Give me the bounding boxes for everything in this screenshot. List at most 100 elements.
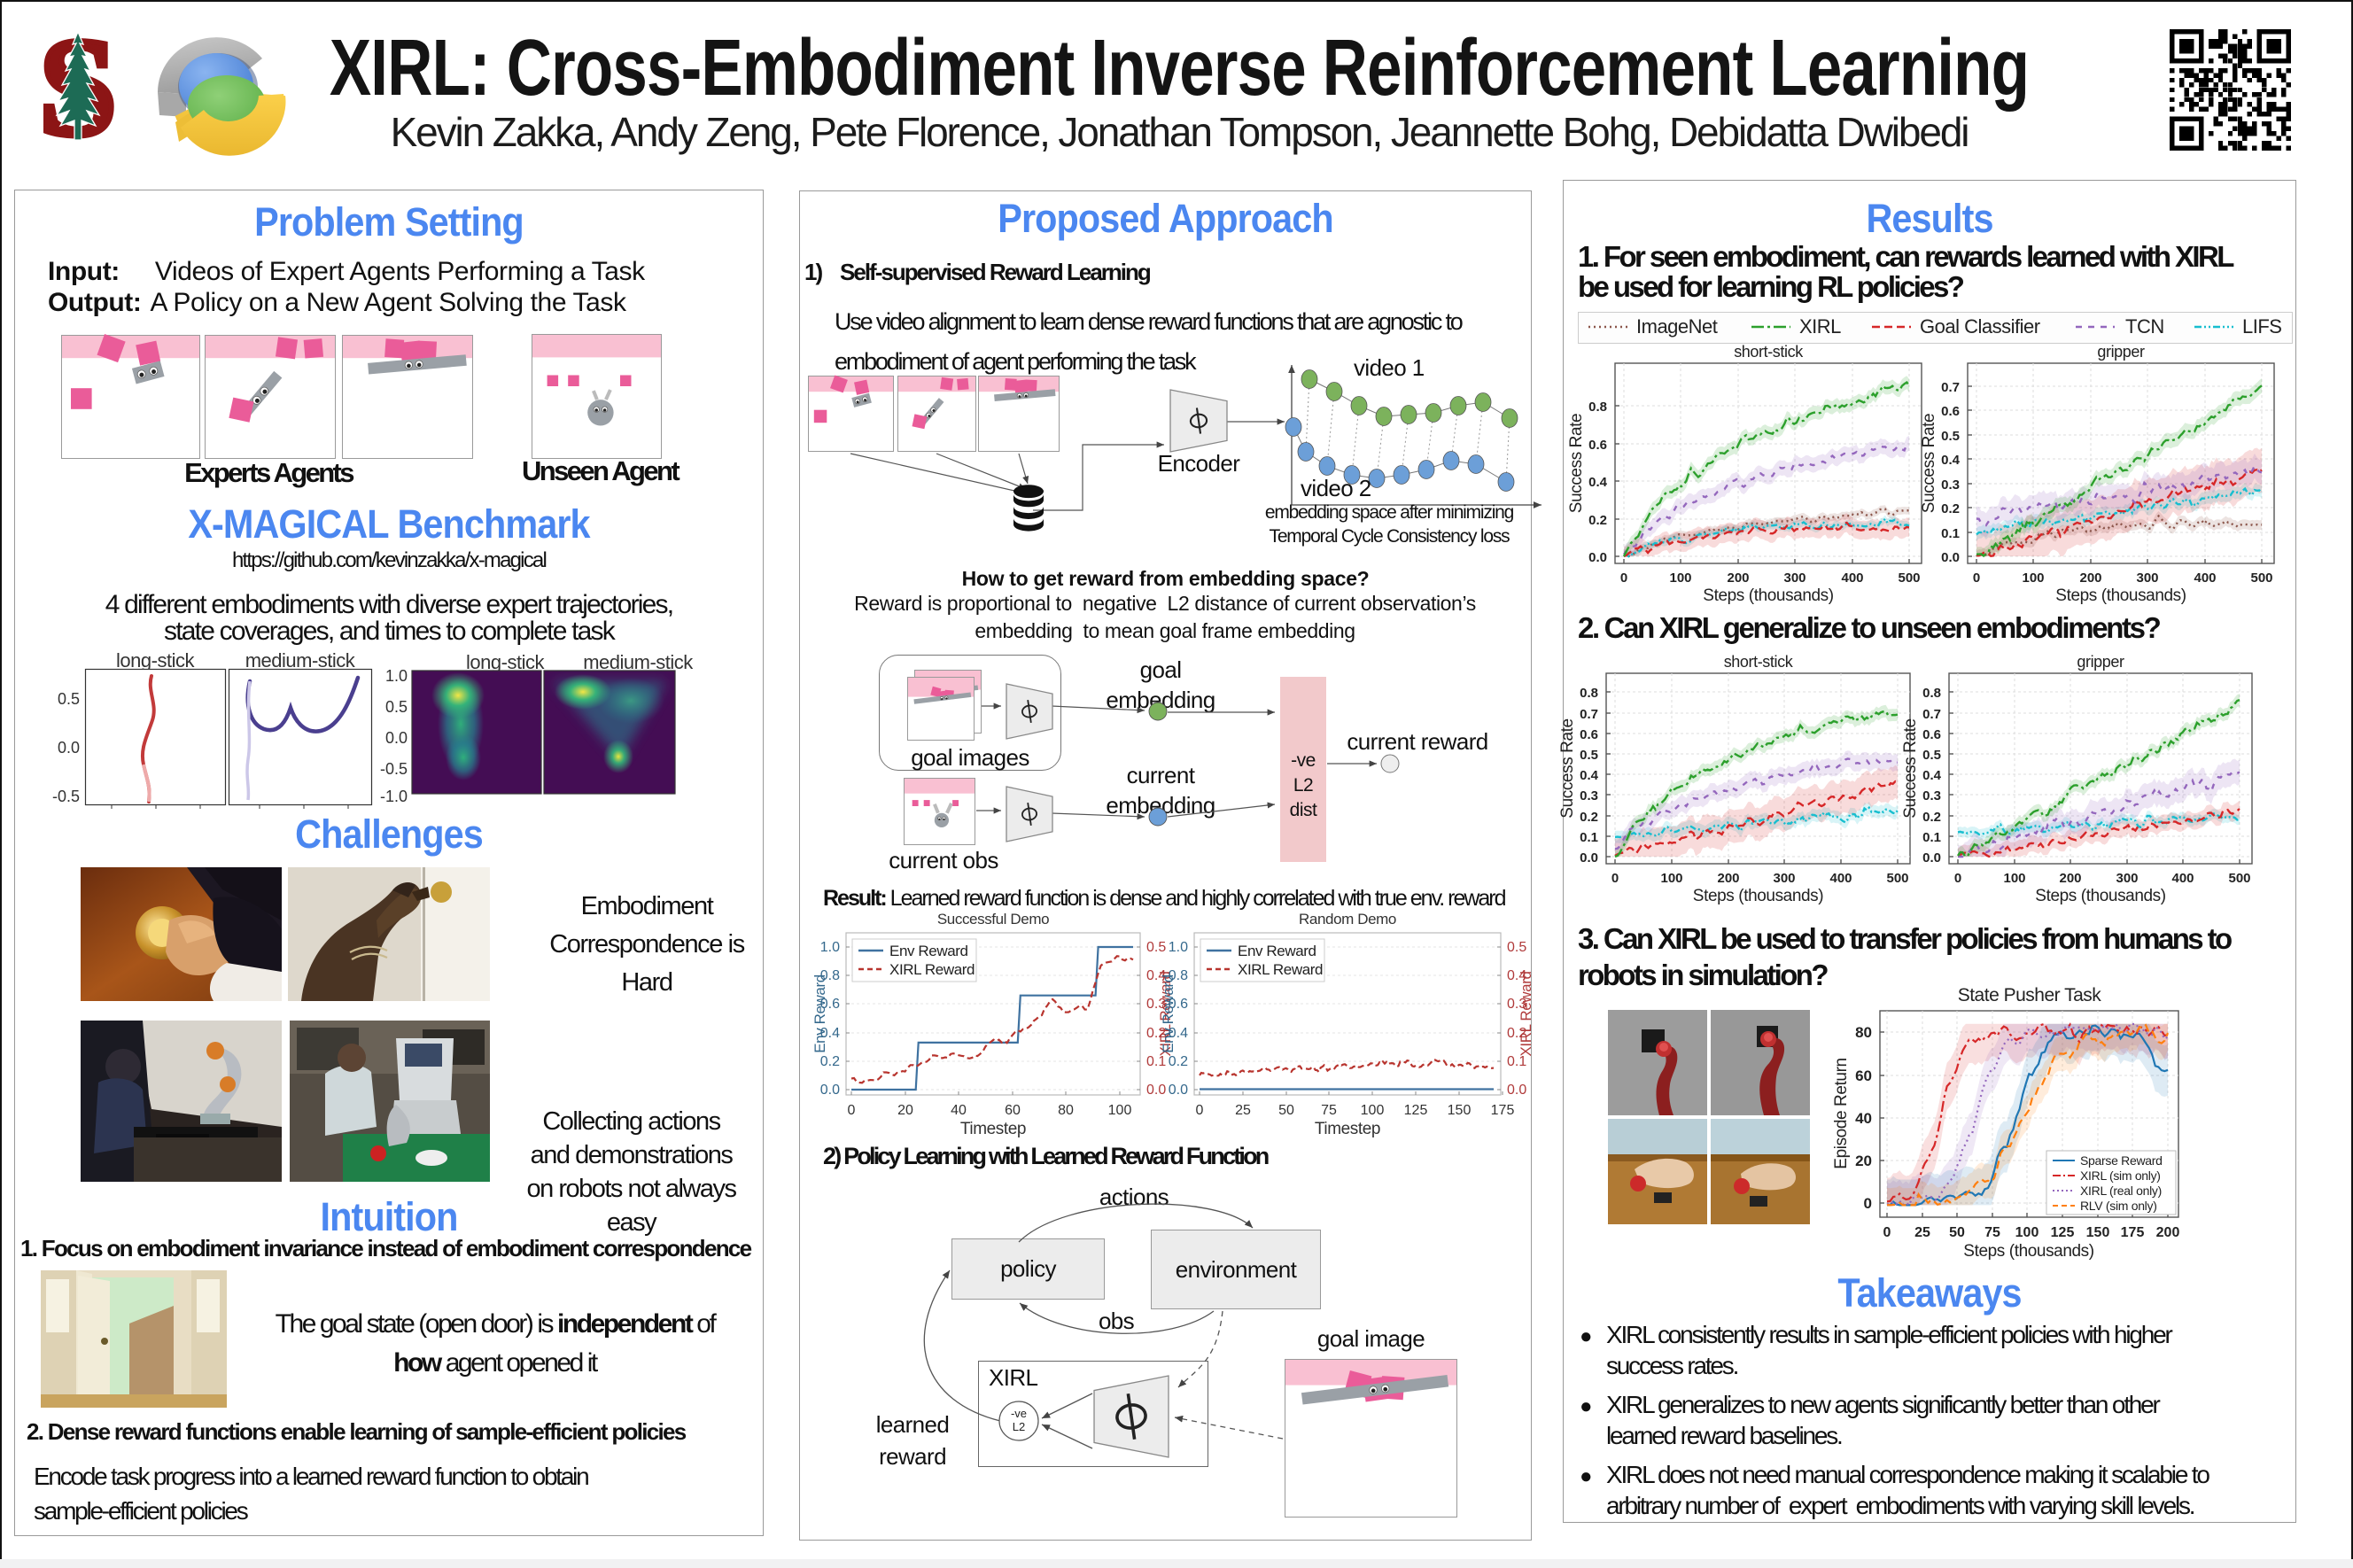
svg-text:80: 80 bbox=[1058, 1103, 1074, 1118]
svg-text:0.1: 0.1 bbox=[1146, 1054, 1166, 1069]
svg-text:0.5: 0.5 bbox=[1922, 748, 1941, 763]
svg-text:0.5: 0.5 bbox=[58, 690, 80, 708]
svg-text:0.6: 0.6 bbox=[1169, 997, 1188, 1012]
svg-text:XIRL (sim only): XIRL (sim only) bbox=[2080, 1168, 2161, 1183]
svg-text:0.8: 0.8 bbox=[1922, 686, 1941, 701]
svg-text:60: 60 bbox=[1005, 1103, 1021, 1118]
svg-text:0.5: 0.5 bbox=[1146, 940, 1166, 955]
svg-text:0.1: 0.1 bbox=[1922, 830, 1941, 845]
svg-text:0.2: 0.2 bbox=[1588, 513, 1607, 528]
svg-text:0: 0 bbox=[1611, 871, 1619, 886]
svg-text:XIRL Reward: XIRL Reward bbox=[1518, 971, 1534, 1056]
svg-text:125: 125 bbox=[1404, 1103, 1428, 1118]
svg-text:175: 175 bbox=[1491, 1103, 1515, 1118]
svg-text:0.7: 0.7 bbox=[1580, 707, 1598, 722]
svg-text:0.0: 0.0 bbox=[385, 729, 408, 747]
svg-text:80: 80 bbox=[1855, 1024, 1872, 1041]
svg-text:500: 500 bbox=[2250, 571, 2272, 586]
svg-text:0.6: 0.6 bbox=[820, 997, 840, 1012]
svg-text:XIRL Reward: XIRL Reward bbox=[1238, 961, 1323, 978]
svg-text:0.1: 0.1 bbox=[1507, 1054, 1526, 1069]
svg-text:0.4: 0.4 bbox=[1580, 768, 1599, 783]
svg-text:300: 300 bbox=[2116, 871, 2138, 886]
svg-text:0.5: 0.5 bbox=[385, 698, 408, 716]
svg-text:100: 100 bbox=[2022, 571, 2044, 586]
svg-text:100: 100 bbox=[1669, 571, 1691, 586]
svg-text:-1.0: -1.0 bbox=[380, 788, 408, 805]
svg-text:0.2: 0.2 bbox=[1169, 1054, 1188, 1069]
svg-text:XIRL: XIRL bbox=[1799, 315, 1841, 338]
svg-text:Success Rate: Success Rate bbox=[1558, 718, 1577, 818]
svg-text:0.8: 0.8 bbox=[1588, 400, 1607, 415]
svg-text:100: 100 bbox=[2003, 871, 2025, 886]
svg-text:100: 100 bbox=[1660, 871, 1682, 886]
svg-text:400: 400 bbox=[1829, 871, 1852, 886]
svg-text:0.1: 0.1 bbox=[1580, 830, 1598, 845]
svg-text:LIFS: LIFS bbox=[2242, 315, 2281, 338]
svg-text:75: 75 bbox=[1321, 1103, 1337, 1118]
svg-text:Sparse Reward: Sparse Reward bbox=[2080, 1153, 2163, 1168]
svg-text:75: 75 bbox=[1984, 1225, 2000, 1240]
svg-text:1.0: 1.0 bbox=[820, 940, 840, 955]
svg-text:400: 400 bbox=[1841, 571, 1863, 586]
svg-text:0: 0 bbox=[1196, 1103, 1204, 1118]
svg-text:short-stick: short-stick bbox=[1724, 653, 1794, 671]
svg-text:500: 500 bbox=[2228, 871, 2250, 886]
svg-text:0.3: 0.3 bbox=[1922, 788, 1941, 803]
svg-text:0.6: 0.6 bbox=[1588, 438, 1607, 453]
svg-text:gripper: gripper bbox=[2077, 653, 2124, 671]
svg-text:-0.5: -0.5 bbox=[380, 760, 408, 778]
svg-text:Env Reward: Env Reward bbox=[1160, 974, 1176, 1053]
svg-text:0.4: 0.4 bbox=[1922, 768, 1942, 783]
svg-text:0.4: 0.4 bbox=[1507, 968, 1526, 983]
svg-text:0.4: 0.4 bbox=[1588, 475, 1608, 490]
svg-text:0.1: 0.1 bbox=[1941, 526, 1960, 541]
svg-text:0.0: 0.0 bbox=[1922, 850, 1941, 866]
svg-text:XIRL Reward: XIRL Reward bbox=[889, 961, 975, 978]
svg-text:TCN: TCN bbox=[2125, 315, 2164, 338]
svg-text:0.8: 0.8 bbox=[1169, 968, 1188, 983]
svg-text:Goal Classifier: Goal Classifier bbox=[1920, 315, 2040, 338]
svg-text:150: 150 bbox=[1448, 1103, 1472, 1118]
svg-text:Success Rate: Success Rate bbox=[1920, 414, 1938, 513]
svg-text:Random Demo: Random Demo bbox=[1299, 911, 1396, 928]
svg-text:-ve: -ve bbox=[1011, 1407, 1027, 1420]
svg-text:0.0: 0.0 bbox=[820, 1083, 840, 1098]
svg-text:100: 100 bbox=[1361, 1103, 1385, 1118]
svg-text:200: 200 bbox=[1727, 571, 1749, 586]
svg-text:0.7: 0.7 bbox=[1922, 707, 1941, 722]
svg-text:100: 100 bbox=[2015, 1225, 2039, 1240]
svg-text:0.0: 0.0 bbox=[1588, 550, 1607, 565]
svg-text:1.0: 1.0 bbox=[385, 667, 408, 685]
svg-text:Steps (thousands): Steps (thousands) bbox=[2055, 586, 2186, 605]
svg-text:0.4: 0.4 bbox=[1169, 1026, 1188, 1041]
svg-text:0.0: 0.0 bbox=[1146, 1083, 1166, 1098]
svg-text:Successful Demo: Successful Demo bbox=[937, 911, 1049, 928]
svg-text:XIRL Reward: XIRL Reward bbox=[1157, 971, 1174, 1056]
svg-text:Timestep: Timestep bbox=[1315, 1120, 1380, 1138]
svg-text:0.0: 0.0 bbox=[1941, 550, 1960, 565]
svg-text:0.8: 0.8 bbox=[820, 968, 840, 983]
svg-text:125: 125 bbox=[2051, 1225, 2075, 1240]
svg-text:Success Rate: Success Rate bbox=[1901, 718, 1920, 818]
svg-text:-0.5: -0.5 bbox=[52, 788, 80, 805]
svg-text:video 2: video 2 bbox=[1301, 475, 1371, 501]
svg-text:25: 25 bbox=[1235, 1103, 1251, 1118]
svg-text:L2: L2 bbox=[1013, 1420, 1025, 1433]
svg-text:0.5: 0.5 bbox=[1941, 429, 1960, 444]
svg-text:0: 0 bbox=[848, 1103, 856, 1118]
svg-text:0.2: 0.2 bbox=[1580, 810, 1598, 825]
svg-text:500: 500 bbox=[1886, 871, 1908, 886]
svg-text:0.0: 0.0 bbox=[1580, 850, 1598, 866]
svg-text:0: 0 bbox=[1973, 571, 1980, 586]
svg-text:Steps (thousands): Steps (thousands) bbox=[1963, 1242, 2093, 1261]
svg-text:0.2: 0.2 bbox=[1146, 1026, 1166, 1041]
svg-text:0.2: 0.2 bbox=[820, 1054, 840, 1069]
svg-text:0.3: 0.3 bbox=[1146, 997, 1166, 1012]
svg-text:0.5: 0.5 bbox=[1507, 940, 1526, 955]
svg-text:video 1: video 1 bbox=[1354, 354, 1425, 381]
svg-text:Env Reward: Env Reward bbox=[889, 943, 968, 959]
svg-text:0.6: 0.6 bbox=[1580, 727, 1598, 742]
svg-text:0.3: 0.3 bbox=[1941, 477, 1960, 493]
svg-text:Env Reward: Env Reward bbox=[1238, 943, 1316, 959]
